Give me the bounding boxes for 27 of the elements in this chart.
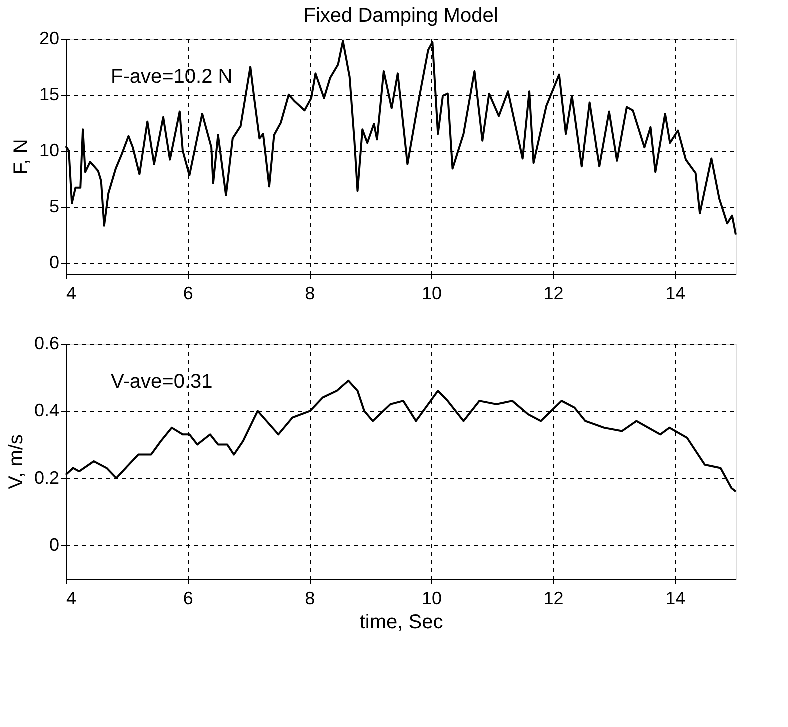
- y-tick-label: 15: [39, 84, 60, 104]
- x-axis-title: time, Sec: [360, 612, 444, 634]
- x-tick-label: 10: [422, 588, 442, 608]
- chart-title: Fixed Damping Model: [304, 5, 498, 27]
- x-tick-label: 4: [66, 284, 77, 304]
- y-tick-label: 0: [49, 252, 60, 272]
- y-tick-label: 0.2: [34, 468, 60, 488]
- x-tick-label: 8: [305, 588, 316, 608]
- x-tick-label: 6: [183, 284, 194, 304]
- y-tick-label: 5: [49, 196, 60, 216]
- annotation: V-ave=0.31: [111, 371, 213, 393]
- y-tick-label: 20: [39, 28, 60, 48]
- x-tick-label: 6: [183, 588, 194, 608]
- y-axis-title: F, N: [10, 139, 32, 175]
- x-tick-label: 14: [666, 588, 686, 608]
- x-tick-label: 12: [544, 588, 564, 608]
- y-tick-label: 0.6: [34, 334, 60, 354]
- x-tick-label: 10: [422, 284, 442, 304]
- y-tick-label: 0.4: [34, 400, 60, 421]
- y-axis-title: V, m/s: [5, 434, 28, 490]
- x-tick-label: 12: [544, 284, 564, 304]
- x-tick-label: 8: [305, 284, 316, 304]
- x-tick-label: 14: [666, 284, 686, 304]
- x-tick-label: 4: [66, 588, 77, 608]
- y-tick-label: 0: [49, 534, 60, 555]
- annotation: F-ave=10.2 N: [111, 66, 233, 88]
- y-tick-label: 10: [39, 140, 60, 160]
